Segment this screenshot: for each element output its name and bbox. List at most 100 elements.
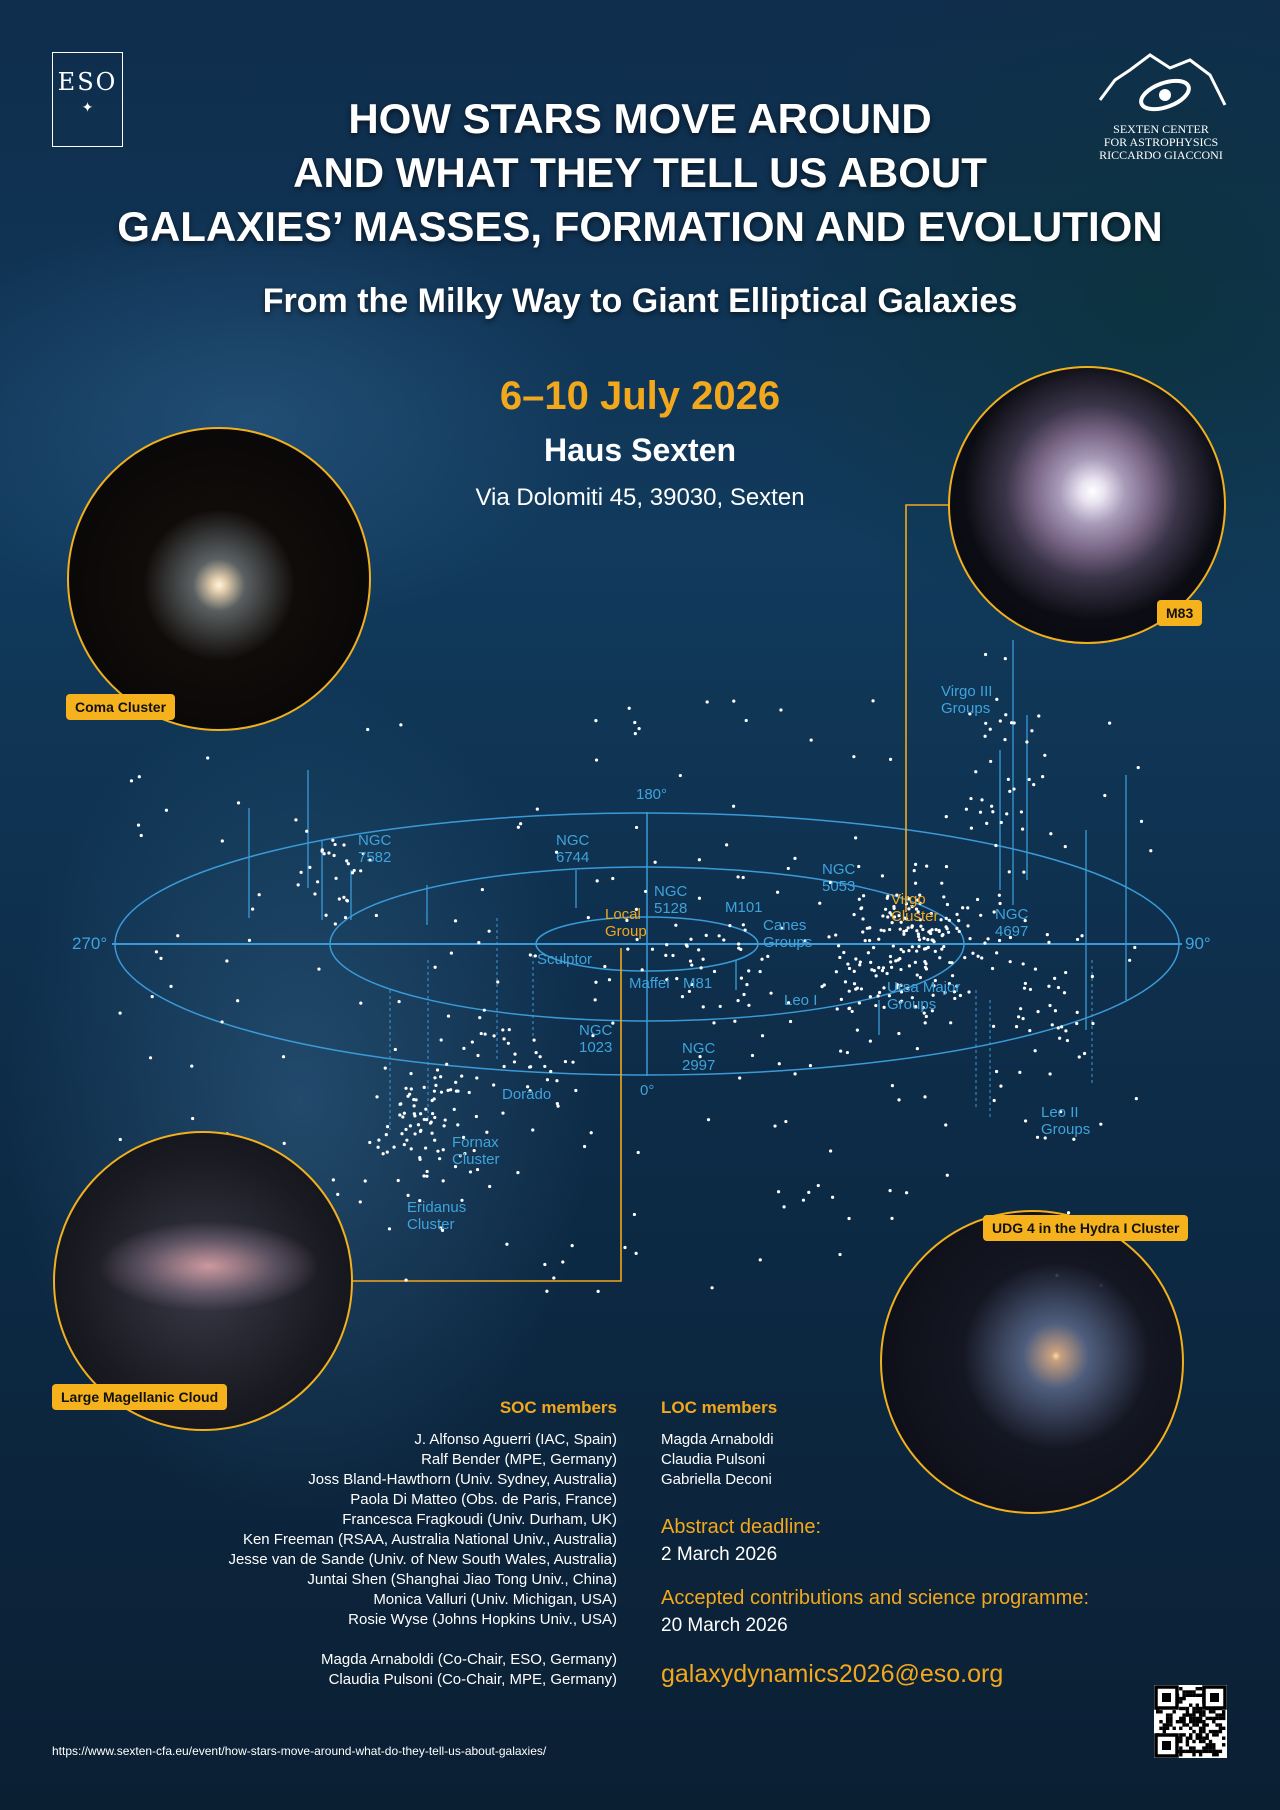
star-dot [899,990,904,994]
star-dot [1056,985,1061,990]
soc-members-list: J. Alfonso Aguerri (IAC, Spain) Ralf Bend… [228,1430,617,1630]
star-dot [685,944,689,948]
star-dot [899,920,903,924]
star-dot [374,913,378,918]
star-dot [818,901,822,905]
star-dot [847,1216,851,1221]
star-dot [561,1260,565,1264]
star-dot [742,992,746,997]
star-dot [220,1020,224,1024]
star-dot [206,756,210,760]
star-dot [861,930,865,934]
star-dot [545,1078,550,1082]
star-dot [333,922,337,926]
star-dot [634,907,638,911]
star-dot [534,1050,538,1055]
star-dot [408,1124,412,1128]
star-dot [890,921,894,925]
star-dot [505,1242,509,1246]
star-dot [1014,1025,1019,1029]
star-dot [899,967,903,972]
star-dot [554,850,559,854]
star-dot [788,1019,793,1024]
star-dot [408,1092,412,1096]
star-dot [888,1189,892,1193]
star-dot [942,895,946,899]
star-dot [640,968,644,972]
star-dot [526,1085,530,1089]
star-dot [836,944,841,948]
label-ngc7582: NGC 7582 [358,832,392,866]
star-dot [257,893,261,897]
star-dot [1008,935,1013,940]
star-dot [478,1016,482,1020]
star-dot [633,732,637,736]
star-dot [532,1038,536,1042]
star-dot [850,1009,854,1014]
star-dot [914,862,918,866]
star-dot [979,913,983,917]
star-dot [1049,832,1053,836]
sexten-logo[interactable]: SEXTEN CENTER FOR ASTROPHYSICS RICCARDO GI… [1090,50,1232,162]
m83-label: M83 [1157,600,1203,626]
star-dot [876,994,880,998]
star-dot [428,1121,433,1125]
star-dot [452,1107,456,1111]
star-dot [854,836,858,840]
star-dot [1009,721,1014,725]
star-dot [988,727,992,731]
lmc-label: Large Magellanic Cloud [52,1384,228,1410]
star-dot [950,961,954,965]
star-dot [422,1085,426,1089]
star-dot [915,929,919,933]
star-dot [1149,849,1153,853]
star-dot [582,1144,587,1149]
star-dot [545,1289,549,1293]
star-dot [932,940,936,944]
star-dot [507,1028,511,1032]
star-dot [414,1098,418,1102]
label-canes-groups: Canes Groups [763,917,813,951]
star-dot [636,1150,640,1155]
star-dot [705,700,709,704]
star-dot [997,938,1002,943]
angle-90: 90° [1185,934,1211,953]
star-dot [1065,1038,1070,1043]
star-dot [980,798,984,802]
star-dot [698,1055,702,1059]
star-dot [405,1138,409,1142]
star-dot [449,1088,453,1092]
star-dot [352,868,356,873]
star-dot [992,1098,996,1103]
star-dot [333,842,337,847]
star-dot [586,916,590,920]
star-dot [433,965,437,969]
star-dot [432,1089,437,1093]
soc-chair: Magda Arnaboldi (Co-Chair, ESO, Germany) [321,1651,617,1668]
qr-code-icon[interactable] [1154,1685,1227,1758]
star-dot [860,906,864,910]
eso-logo[interactable]: ESO ✦ [52,52,123,147]
event-url[interactable]: https://www.sexten-cfa.eu/event/how-star… [52,1744,547,1758]
star-dot [603,964,607,969]
star-dot [474,1114,478,1119]
star-dot [236,801,241,805]
star-dot [453,1165,458,1169]
star-dot [879,928,883,932]
star-dot [439,1226,443,1230]
star-dot [910,996,914,1000]
star-dot [816,1183,820,1188]
abstract-deadline-date: 2 March 2026 [661,1544,778,1565]
star-dot [738,1076,742,1080]
star-dot [317,967,321,971]
star-dot [947,982,952,986]
star-dot [1136,765,1140,770]
star-dot [914,907,919,911]
star-dot [897,1031,901,1036]
star-dot [874,1003,878,1008]
star-dot [632,1212,637,1217]
star-dot [983,734,987,738]
star-dot [961,906,965,910]
star-dot [555,1102,559,1106]
contact-email[interactable]: galaxydynamics2026@eso.org [661,1660,1004,1688]
